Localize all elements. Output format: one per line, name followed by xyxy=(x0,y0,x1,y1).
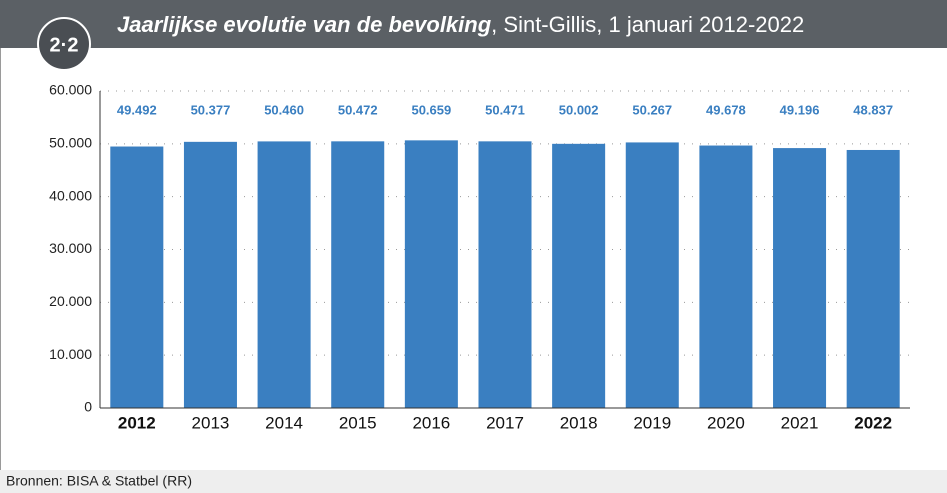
y-tick-label: 40.000 xyxy=(49,187,92,203)
title-main: Jaarlijkse evolutie van de bevolking xyxy=(117,12,492,37)
bar xyxy=(183,141,237,408)
value-label: 50.659 xyxy=(411,102,451,117)
bar xyxy=(110,146,164,408)
badge xyxy=(37,17,91,71)
badge-label: 2·2 xyxy=(50,34,79,56)
bar xyxy=(331,141,385,408)
value-label: 50.460 xyxy=(264,102,304,117)
bar xyxy=(404,140,458,408)
bar xyxy=(257,141,311,408)
value-label: 50.377 xyxy=(191,102,231,117)
value-label: 49.196 xyxy=(780,102,820,117)
x-tick-label: 2019 xyxy=(633,413,671,432)
x-tick-label: 2022 xyxy=(854,413,892,432)
y-tick-label: 50.000 xyxy=(49,135,92,151)
bar xyxy=(846,149,900,408)
x-tick-label: 2014 xyxy=(265,413,303,432)
bar xyxy=(478,141,532,408)
x-tick-label: 2015 xyxy=(339,413,377,432)
value-label: 50.472 xyxy=(338,102,378,117)
x-tick-label: 2021 xyxy=(781,413,819,432)
bar xyxy=(552,143,606,409)
value-label: 49.492 xyxy=(117,102,157,117)
value-label: 50.267 xyxy=(632,102,672,117)
value-label: 48.837 xyxy=(853,102,893,117)
title-sub: , Sint-Gillis, 1 januari 2012-2022 xyxy=(491,12,804,37)
y-tick-label: 30.000 xyxy=(49,240,92,256)
y-tick-label: 0 xyxy=(84,399,92,415)
y-tick-label: 60.000 xyxy=(49,82,92,98)
x-tick-label: 2017 xyxy=(486,413,524,432)
y-tick-label: 10.000 xyxy=(49,346,92,362)
footer-band xyxy=(0,470,947,493)
x-tick-label: 2020 xyxy=(707,413,745,432)
source: Bronnen: BISA & Statbel (RR) xyxy=(6,473,192,489)
value-label: 49.678 xyxy=(706,102,746,117)
bar xyxy=(773,148,827,409)
y-tick-label: 20.000 xyxy=(49,293,92,309)
value-label: 50.002 xyxy=(559,102,599,117)
chart-title: Jaarlijkse evolutie van de bevolking, Si… xyxy=(117,12,804,37)
header-band xyxy=(0,0,947,48)
bar xyxy=(699,145,753,409)
bar xyxy=(625,142,679,409)
value-label: 50.471 xyxy=(485,102,525,117)
x-tick-label: 2013 xyxy=(192,413,230,432)
x-tick-label: 2016 xyxy=(412,413,450,432)
x-tick-label: 2012 xyxy=(118,413,156,432)
x-tick-label: 2018 xyxy=(560,413,598,432)
